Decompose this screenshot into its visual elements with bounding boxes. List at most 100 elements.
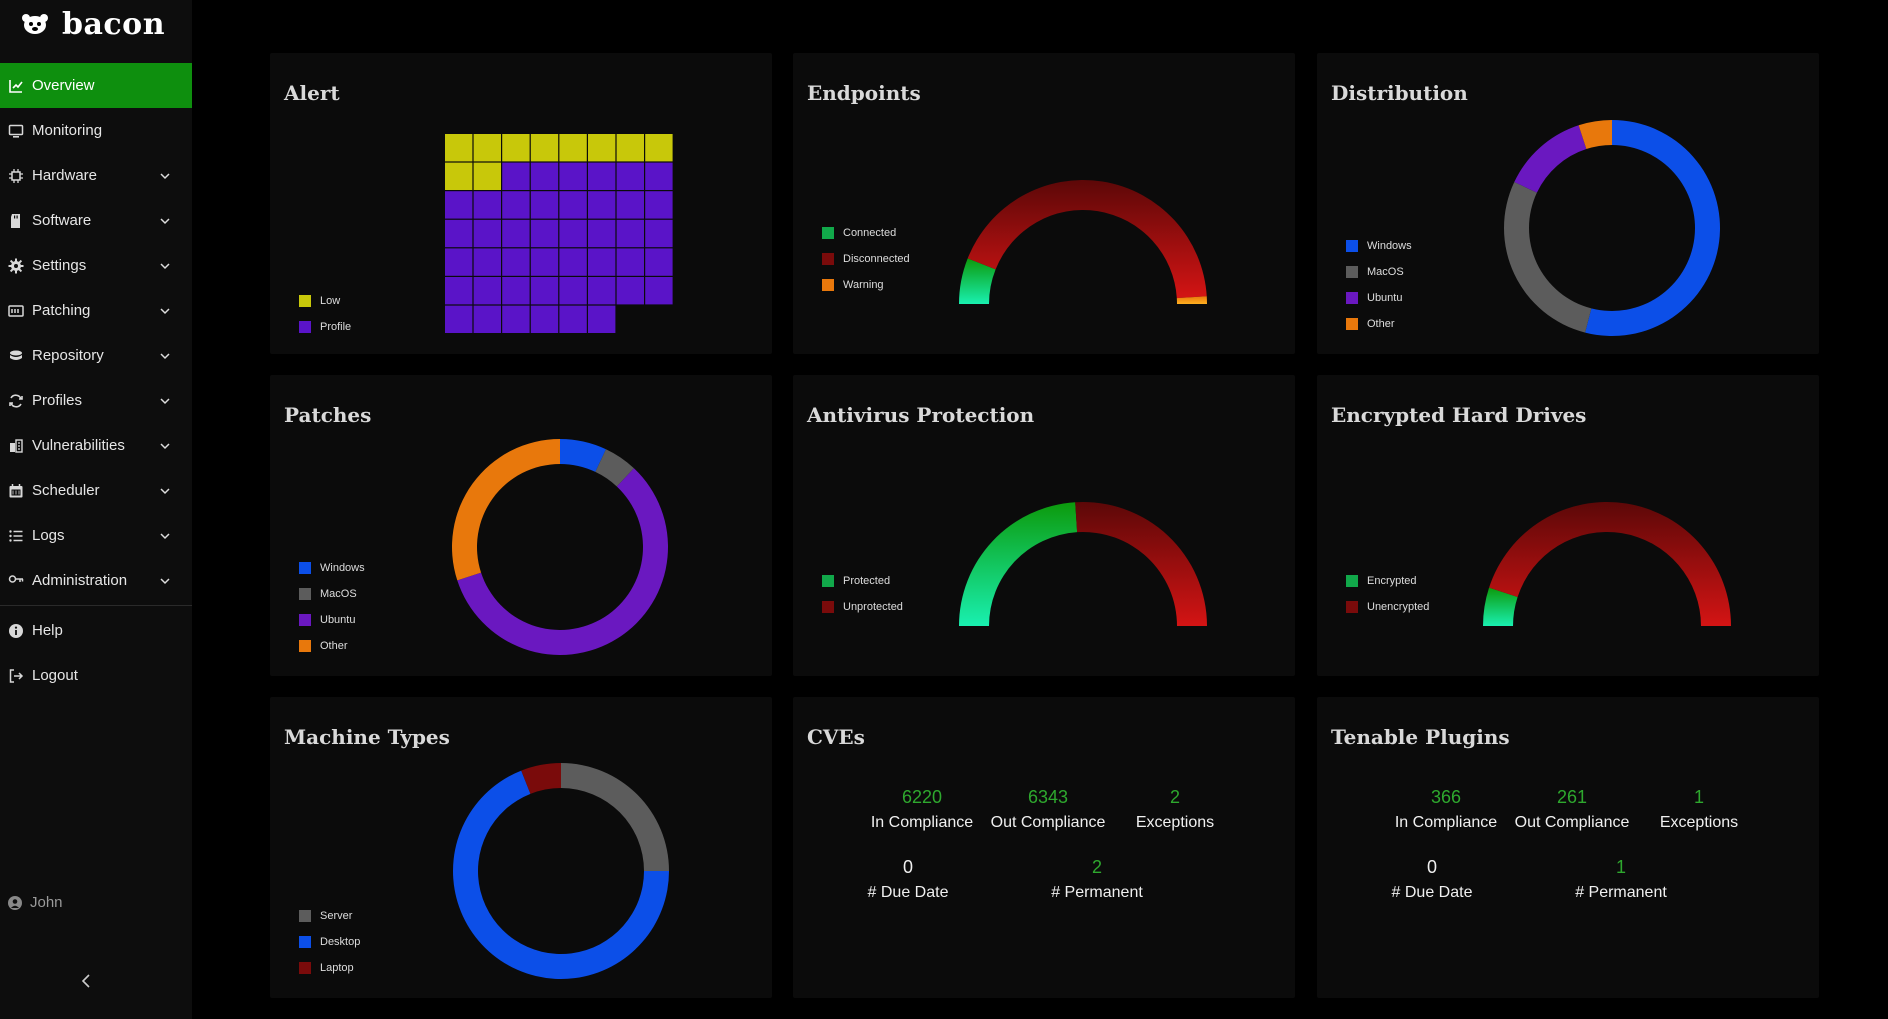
antivirus-card: Antivirus Protection Protected Unprotecte…: [793, 375, 1295, 676]
tenable-card: Tenable Plugins 366 In Compliance 261 Out C…: [1317, 697, 1819, 998]
encrypted-gauge-chart: [1483, 502, 1731, 626]
stat-item: 2 # Permanent: [1017, 857, 1177, 902]
donut-slice-macos[interactable]: [595, 449, 634, 487]
sidebar-item-logs[interactable]: Logs: [0, 513, 192, 558]
legend-label: Low: [320, 295, 341, 307]
gauge-segment-warning[interactable]: [1176, 296, 1207, 304]
legend-swatch: [822, 575, 834, 587]
waffle-cell-profile: [588, 162, 616, 190]
legend-item[interactable]: Ubuntu: [299, 607, 365, 633]
endpoints-card: Endpoints Connected Disconnected Warning: [793, 53, 1295, 354]
donut-slice-other[interactable]: [1578, 120, 1612, 150]
stat-label: Exceptions: [1659, 814, 1739, 831]
donut-slice-ubuntu[interactable]: [1514, 125, 1587, 193]
repository-icon: [10, 350, 22, 360]
sidebar-item-patching[interactable]: Patching: [0, 288, 192, 333]
collapse-sidebar-icon[interactable]: [78, 972, 96, 990]
legend-item[interactable]: Protected: [822, 568, 903, 594]
waffle-cell-profile: [530, 191, 559, 219]
chevron-down-icon: [160, 442, 170, 449]
legend-swatch: [299, 588, 311, 600]
waffle-cell-profile: [502, 277, 530, 305]
legend-item[interactable]: Encrypted: [1346, 568, 1429, 594]
sidebar-item-monitoring[interactable]: Monitoring: [0, 108, 192, 153]
stat-label: In Compliance: [1394, 814, 1498, 831]
chevron-down-icon: [160, 217, 170, 224]
donut-slice-windows[interactable]: [1585, 120, 1720, 336]
donut-slice-laptop[interactable]: [521, 763, 561, 794]
sidebar-item-label: Administration: [32, 572, 128, 589]
distribution-donut-chart: [1504, 120, 1720, 336]
legend-item[interactable]: Other: [299, 633, 365, 659]
legend-item[interactable]: Windows: [299, 555, 365, 581]
waffle-cell-profile: [473, 219, 501, 248]
gauge-segment-unprotected[interactable]: [1075, 502, 1207, 626]
gear-icon: [8, 258, 24, 273]
gauge-segment-disconnected[interactable]: [967, 180, 1207, 299]
waffle-cell-profile: [530, 162, 559, 190]
legend-item[interactable]: Low: [299, 288, 351, 314]
sidebar-item-profiles[interactable]: Profiles: [0, 378, 192, 423]
legend-label: Unprotected: [843, 601, 903, 613]
legend-item[interactable]: Windows: [1346, 233, 1412, 259]
legend-label: Connected: [843, 227, 897, 239]
sidebar-item-repository[interactable]: Repository: [0, 333, 192, 378]
sidebar-item-software[interactable]: Software: [0, 198, 192, 243]
legend-item[interactable]: Server: [299, 903, 360, 929]
legend-item[interactable]: Unencrypted: [1346, 594, 1429, 620]
legend-label: Encrypted: [1367, 575, 1417, 587]
waffle-cell-low: [616, 134, 644, 162]
gauge-segment-connected[interactable]: [959, 258, 996, 304]
legend-item[interactable]: Laptop: [299, 955, 360, 981]
sidebar-item-help[interactable]: Help: [0, 608, 192, 653]
waffle-cell-profile: [473, 248, 501, 276]
stat-value: 2: [1169, 787, 1180, 807]
gauge-segment-encrypted[interactable]: [1483, 587, 1518, 626]
donut-slice-windows[interactable]: [560, 439, 606, 472]
waffle-cell-profile: [616, 219, 644, 248]
waffle-cell-profile: [559, 277, 587, 305]
legend-item[interactable]: MacOS: [1346, 259, 1412, 285]
sidebar-item-vulnerabilities[interactable]: Vulnerabilities: [0, 423, 192, 468]
vulnerability-icon: [10, 438, 23, 453]
legend-item[interactable]: Other: [1346, 311, 1412, 337]
legend-item[interactable]: Connected: [822, 220, 910, 246]
legend-item[interactable]: Disconnected: [822, 246, 910, 272]
stat-item: 1 # Permanent: [1541, 857, 1701, 902]
legend-swatch: [299, 910, 311, 922]
donut-slice-server[interactable]: [561, 763, 669, 871]
app-logo[interactable]: bacon: [0, 0, 192, 48]
sidebar-item-label: Logs: [32, 527, 65, 544]
sidebar-item-logout[interactable]: Logout: [0, 653, 192, 698]
waffle-cell-profile: [588, 248, 616, 276]
legend-label: Other: [320, 640, 348, 652]
sidebar-item-scheduler[interactable]: Scheduler: [0, 468, 192, 513]
waffle-cell-profile: [616, 248, 644, 276]
waffle-cell-profile: [645, 219, 673, 248]
waffle-cell-low: [530, 134, 559, 162]
waffle-cell-low: [473, 162, 501, 190]
donut-slice-ubuntu[interactable]: [457, 468, 668, 655]
sidebar-item-hardware[interactable]: Hardware: [0, 153, 192, 198]
legend-item[interactable]: Ubuntu: [1346, 285, 1412, 311]
sidebar: bacon Overview Monitoring Hardware Software…: [0, 0, 192, 1019]
endpoints-legend: Connected Disconnected Warning: [822, 220, 910, 298]
donut-slice-macos[interactable]: [1504, 182, 1592, 333]
legend-item[interactable]: Warning: [822, 272, 910, 298]
waffle-cell-low: [445, 134, 473, 162]
sidebar-item-administration[interactable]: Administration: [0, 558, 192, 603]
chevron-down-icon: [160, 532, 170, 539]
user-profile[interactable]: John: [8, 894, 63, 911]
sidebar-item-overview[interactable]: Overview: [0, 63, 192, 108]
donut-slice-other[interactable]: [452, 439, 560, 581]
gauge-segment-protected[interactable]: [959, 502, 1078, 626]
stat-value: 0: [1426, 857, 1437, 877]
sidebar-item-label: Scheduler: [32, 482, 100, 499]
legend-item[interactable]: Profile: [299, 314, 351, 340]
legend-item[interactable]: Desktop: [299, 929, 360, 955]
sidebar-item-label: Repository: [32, 347, 104, 364]
sidebar-item-settings[interactable]: Settings: [0, 243, 192, 288]
legend-item[interactable]: Unprotected: [822, 594, 903, 620]
legend-item[interactable]: MacOS: [299, 581, 365, 607]
gauge-segment-unencrypted[interactable]: [1489, 502, 1731, 626]
